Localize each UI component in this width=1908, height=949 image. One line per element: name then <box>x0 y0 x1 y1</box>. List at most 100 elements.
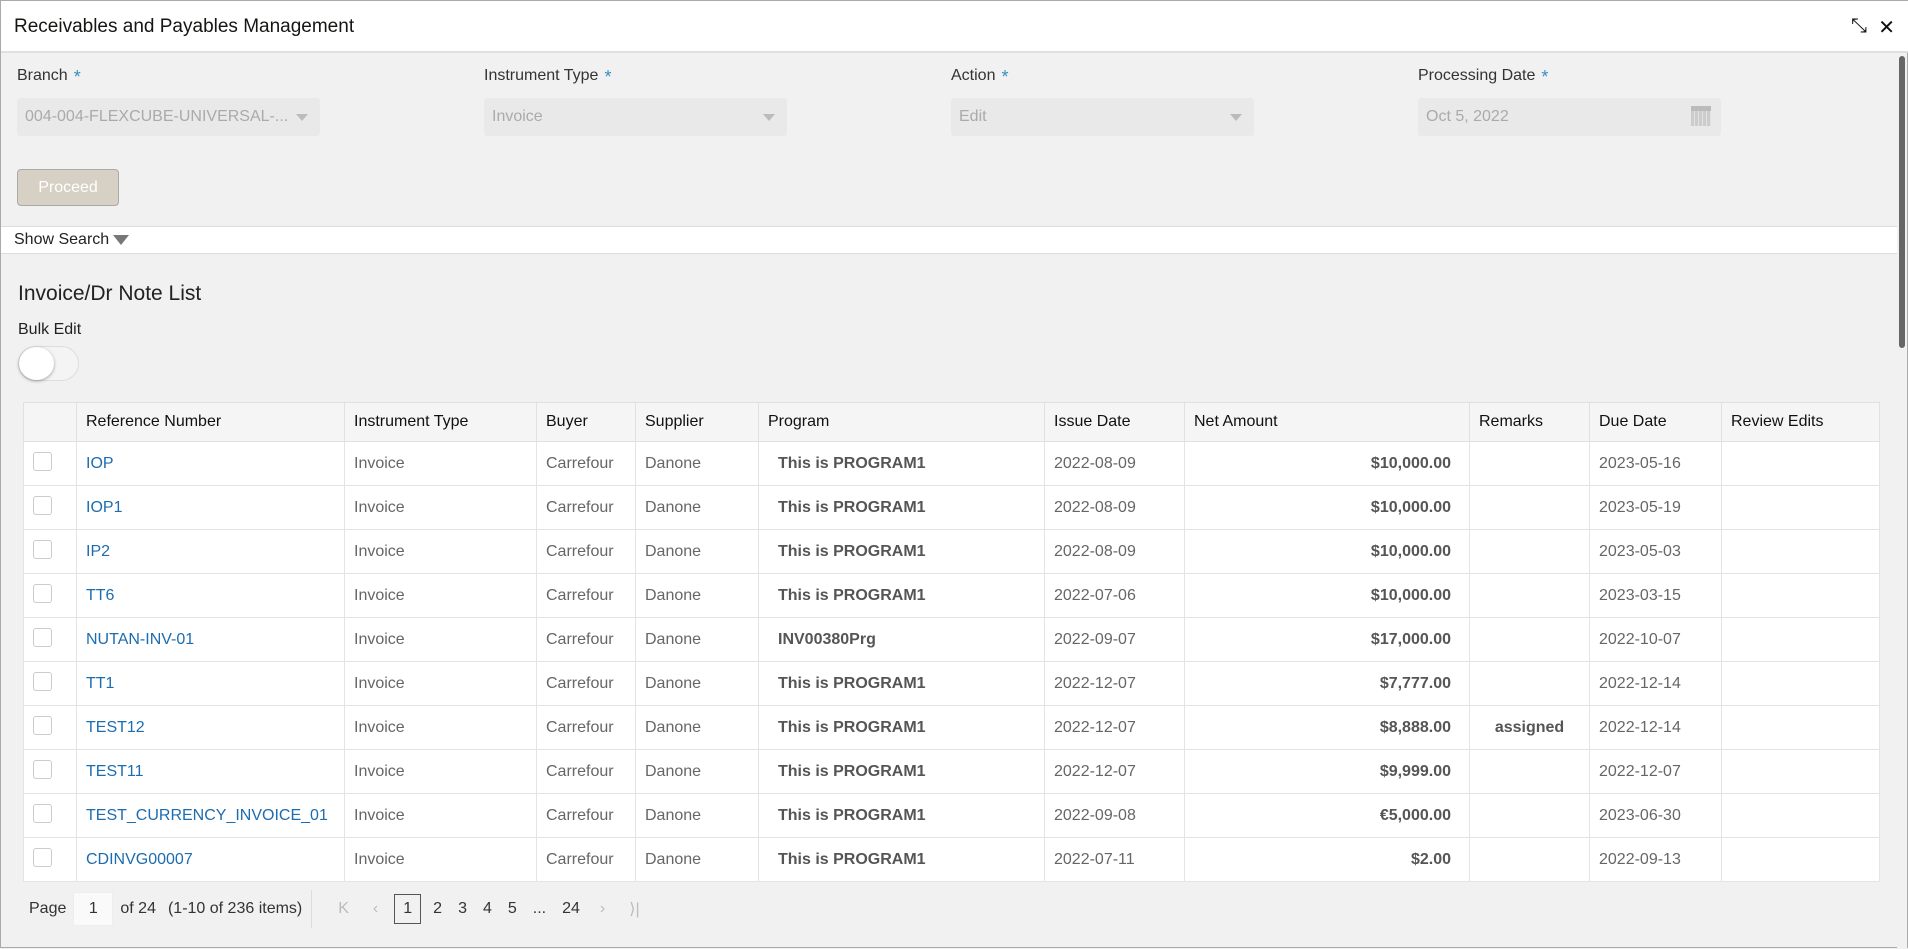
net-amount-cell: $10,000.00 <box>1184 529 1470 574</box>
buyer-cell: Carrefour <box>536 661 636 706</box>
review-edits-cell <box>1721 837 1880 882</box>
remarks-cell <box>1469 617 1590 662</box>
compress-arrows-icon[interactable]: ⤡ <box>1851 15 1867 37</box>
required-mark: * <box>73 67 81 87</box>
instrument-type-select[interactable]: Invoice <box>484 98 787 136</box>
action-select[interactable]: Edit <box>951 98 1254 136</box>
processing-date-field: Processing Date * Oct 5, 2022 <box>1418 67 1721 136</box>
page-count: of 24 <box>120 900 156 917</box>
due-date-cell: 2022-12-14 <box>1589 661 1722 706</box>
column-header[interactable]: Supplier <box>635 402 759 442</box>
page-number[interactable]: 4 <box>482 900 492 917</box>
row-checkbox[interactable] <box>33 803 52 823</box>
vertical-scrollbar[interactable] <box>1897 53 1907 949</box>
row-checkbox[interactable] <box>33 759 52 779</box>
page-input[interactable]: 1 <box>73 892 114 926</box>
issue-date-cell: 2022-08-09 <box>1044 529 1185 574</box>
column-header[interactable]: Reference Number <box>76 402 345 442</box>
page-number[interactable]: 5 <box>507 900 517 917</box>
reference-link[interactable]: NUTAN-INV-01 <box>76 617 345 662</box>
issue-date-cell: 2022-07-11 <box>1044 837 1185 882</box>
reference-link[interactable]: TT1 <box>76 661 345 706</box>
show-search-label: Show Search <box>14 231 110 248</box>
action-field: Action * Edit <box>951 67 1254 136</box>
net-amount-cell: $9,999.00 <box>1184 749 1470 794</box>
row-select-cell <box>23 617 77 662</box>
reference-link[interactable]: IOP1 <box>76 485 345 530</box>
close-icon[interactable]: ✕ <box>1878 17 1895 39</box>
row-checkbox[interactable] <box>33 627 52 647</box>
bulk-edit-toggle[interactable] <box>18 346 79 381</box>
calendar-icon[interactable] <box>1691 106 1711 126</box>
table-row[interactable]: NUTAN-INV-01 Invoice Carrefour Danone INV003… <box>23 617 1880 662</box>
show-search-toggle[interactable]: Show Search <box>1 226 1899 254</box>
program-cell: This is PROGRAM1 <box>758 573 1045 618</box>
branch-select[interactable]: 004-004-FLEXCUBE-UNIVERSAL-... <box>17 98 320 136</box>
instrument-type-cell: Invoice <box>344 573 537 618</box>
row-checkbox[interactable] <box>33 847 52 867</box>
branch-value: 004-004-FLEXCUBE-UNIVERSAL-... <box>25 108 289 125</box>
table-row[interactable]: CDINVG00007 Invoice Carrefour Danone This is… <box>23 837 1880 882</box>
chevron-down-icon <box>763 114 775 121</box>
column-header[interactable]: Issue Date <box>1044 402 1185 442</box>
reference-link[interactable]: IOP <box>76 441 345 486</box>
next-page-icon[interactable]: › <box>599 900 606 917</box>
row-checkbox[interactable] <box>33 539 52 559</box>
page-number[interactable]: 3 <box>458 900 467 917</box>
program-cell: This is PROGRAM1 <box>758 661 1045 706</box>
proceed-button[interactable]: Proceed <box>17 169 119 206</box>
due-date-cell: 2023-06-30 <box>1589 793 1722 838</box>
review-edits-cell <box>1721 485 1880 530</box>
row-checkbox[interactable] <box>33 671 52 691</box>
instrument-type-label: Instrument Type <box>484 67 599 84</box>
prev-page-icon[interactable]: ‹ <box>372 900 379 917</box>
column-header[interactable]: Net Amount <box>1184 402 1470 442</box>
column-header[interactable]: Review Edits <box>1721 402 1880 442</box>
scrollbar-thumb[interactable] <box>1899 56 1905 348</box>
caret-down-icon <box>113 234 130 245</box>
column-header[interactable]: Due Date <box>1589 402 1722 442</box>
processing-date-input[interactable]: Oct 5, 2022 <box>1418 98 1721 136</box>
page-number[interactable]: 2 <box>433 900 443 917</box>
row-checkbox[interactable] <box>33 451 52 471</box>
reference-link[interactable]: CDINVG00007 <box>76 837 345 882</box>
reference-link[interactable]: IP2 <box>76 529 345 574</box>
processing-date-label: Processing Date <box>1418 67 1536 84</box>
supplier-cell: Danone <box>635 529 759 574</box>
reference-link[interactable]: TT6 <box>76 573 345 618</box>
remarks-cell <box>1469 661 1590 706</box>
program-cell: This is PROGRAM1 <box>758 485 1045 530</box>
remarks-cell <box>1469 837 1590 882</box>
table-row[interactable]: TT6 Invoice Carrefour Danone This is PROGRAM… <box>23 573 1880 618</box>
row-checkbox[interactable] <box>33 583 52 603</box>
page-number[interactable]: 1 <box>394 894 422 924</box>
supplier-cell: Danone <box>635 573 759 618</box>
column-header[interactable]: Instrument Type <box>344 402 537 442</box>
supplier-cell: Danone <box>635 441 759 486</box>
chevron-down-icon <box>296 114 308 121</box>
reference-link[interactable]: TEST12 <box>76 705 345 750</box>
page-number[interactable]: 24 <box>562 900 580 917</box>
supplier-cell: Danone <box>635 837 759 882</box>
table-row[interactable]: IP2 Invoice Carrefour Danone This is PROGRAM… <box>23 529 1880 574</box>
column-header[interactable]: Buyer <box>536 402 636 442</box>
program-cell: This is PROGRAM1 <box>758 793 1045 838</box>
table-row[interactable]: TEST_CURRENCY_INVOICE_01 Invoice Carrefour… <box>23 793 1880 838</box>
row-checkbox[interactable] <box>33 715 52 735</box>
column-header[interactable]: Remarks <box>1469 402 1590 442</box>
table-row[interactable]: TEST12 Invoice Carrefour Danone This is PROG… <box>23 705 1880 750</box>
last-page-icon[interactable]: ⟩| <box>629 901 640 918</box>
table-row[interactable]: IOP Invoice Carrefour Danone This is PROGRAM… <box>23 441 1880 486</box>
reference-link[interactable]: TEST_CURRENCY_INVOICE_01 <box>76 793 345 838</box>
reference-link[interactable]: TEST11 <box>76 749 345 794</box>
column-header[interactable]: Program <box>758 402 1045 442</box>
due-date-cell: 2023-03-15 <box>1589 573 1722 618</box>
supplier-cell: Danone <box>635 749 759 794</box>
first-page-icon[interactable]: K <box>338 900 349 917</box>
program-cell: This is PROGRAM1 <box>758 705 1045 750</box>
table-row[interactable]: IOP1 Invoice Carrefour Danone This is PROGRA… <box>23 485 1880 530</box>
row-checkbox[interactable] <box>33 495 52 515</box>
table-row[interactable]: TEST11 Invoice Carrefour Danone This is PROG… <box>23 749 1880 794</box>
table-row[interactable]: TT1 Invoice Carrefour Danone This is PROGRAM… <box>23 661 1880 706</box>
issue-date-cell: 2022-12-07 <box>1044 661 1185 706</box>
